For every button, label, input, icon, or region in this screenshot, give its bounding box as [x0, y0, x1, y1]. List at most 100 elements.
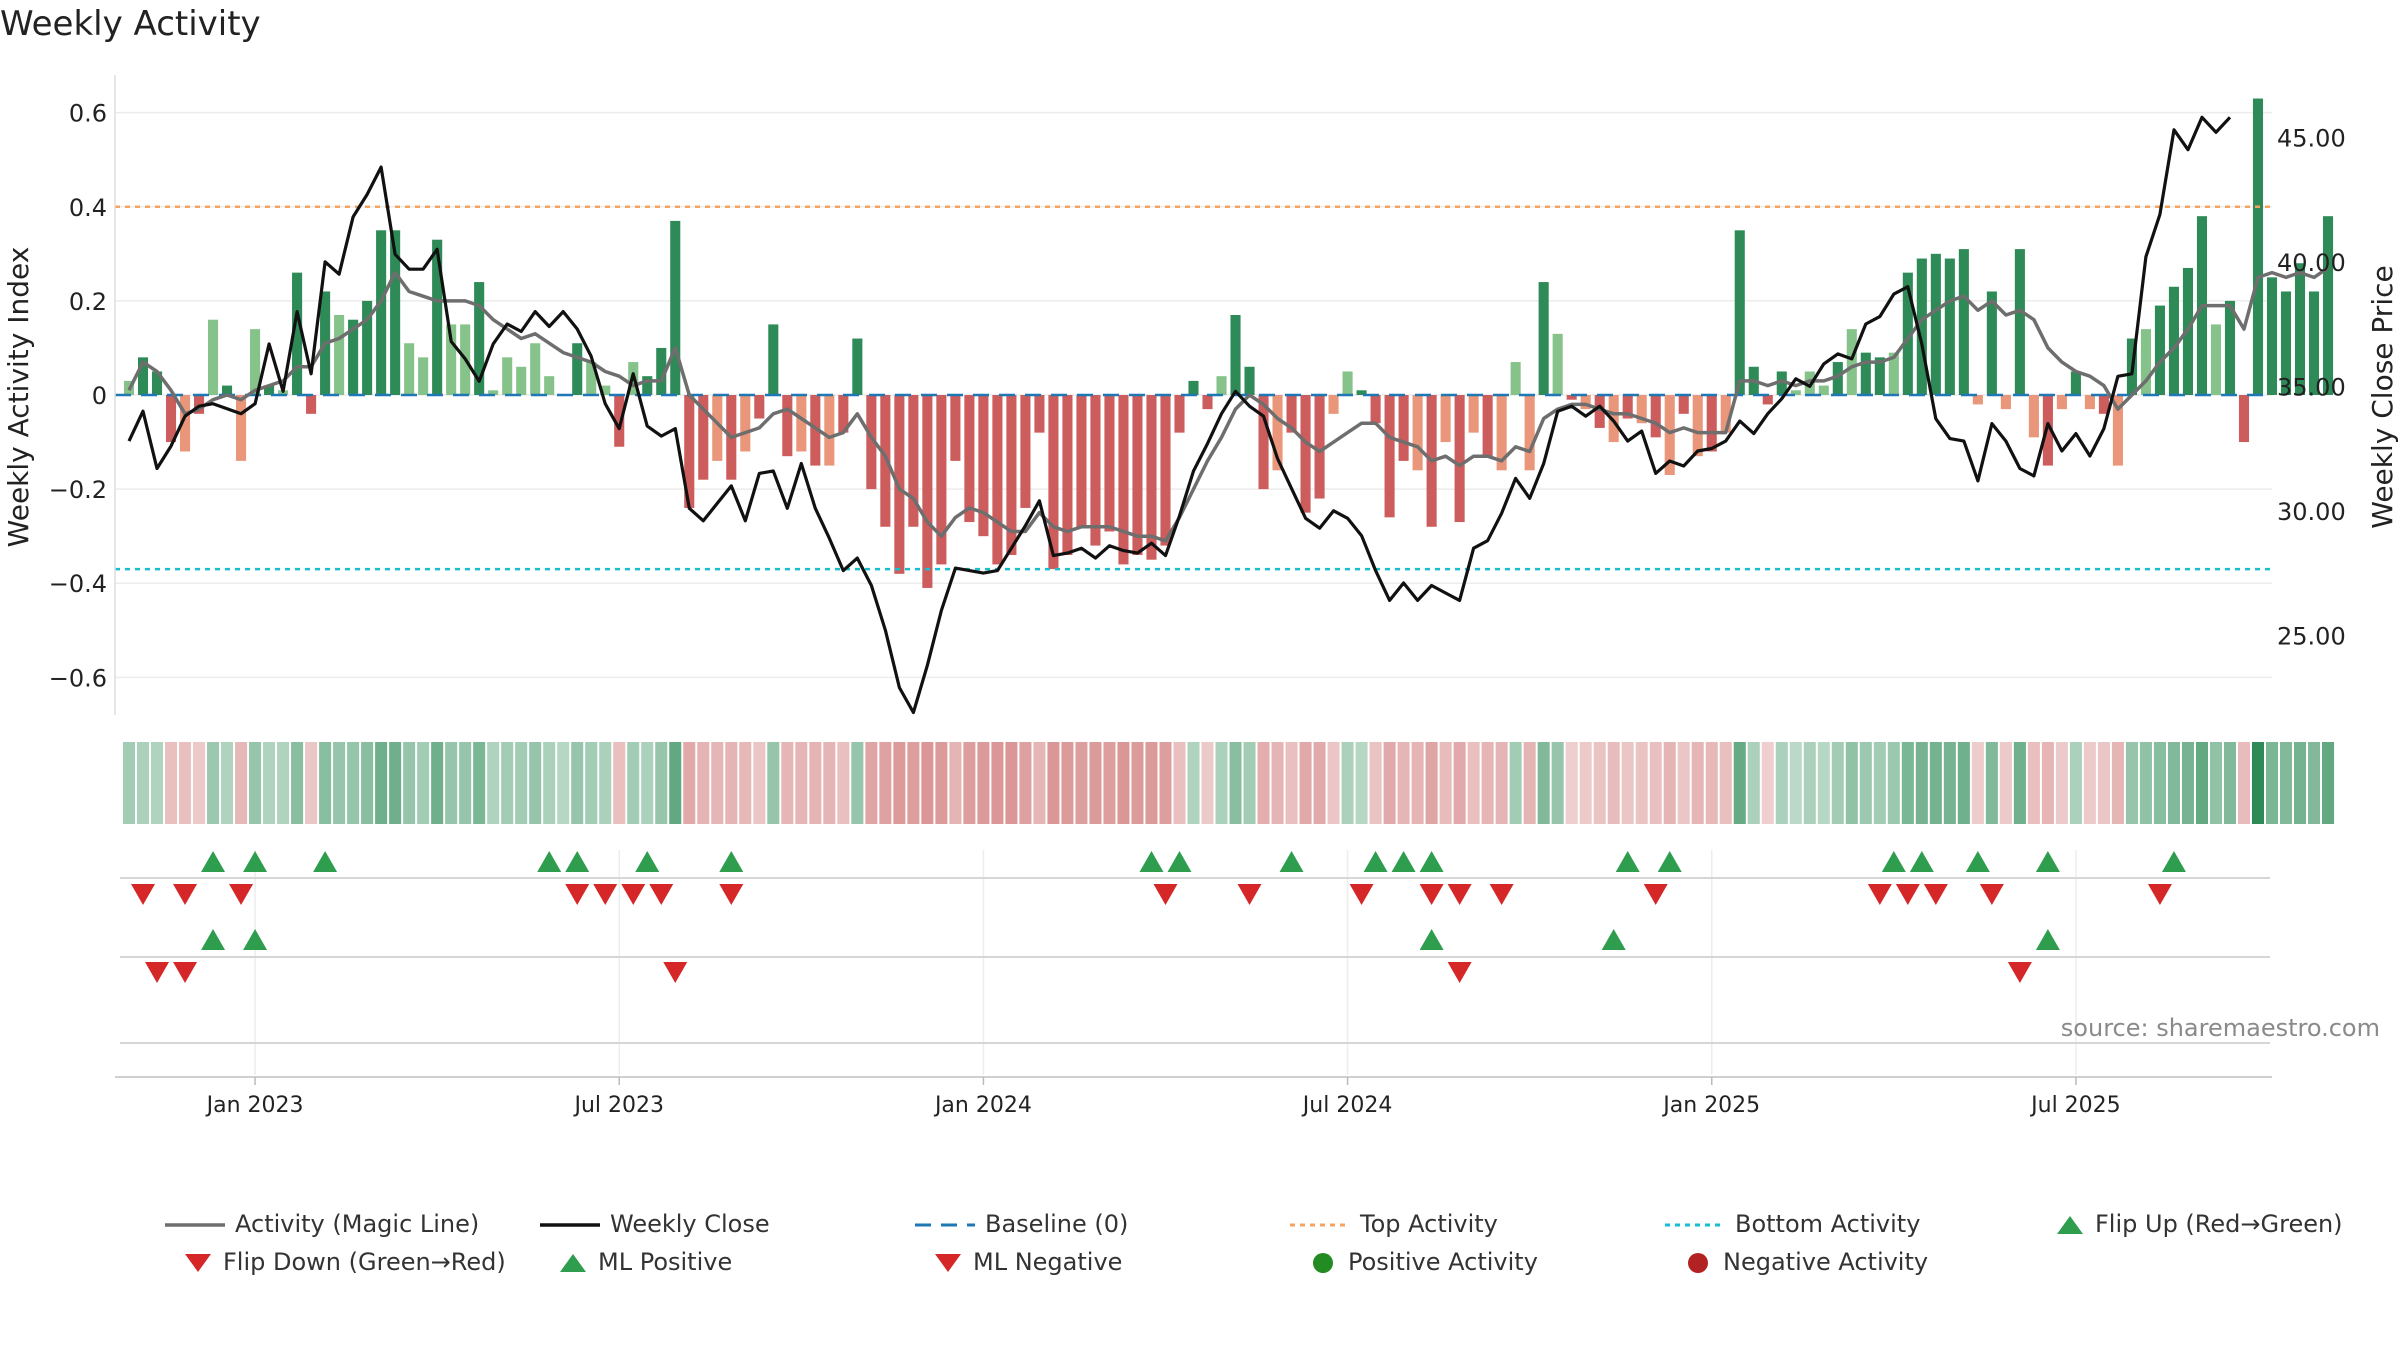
- activity-bar: [586, 362, 597, 395]
- activity-bar: [2224, 300, 2236, 395]
- activity-bar: [614, 395, 625, 447]
- heatmap-cell: [795, 742, 808, 824]
- activity-bar: [810, 395, 821, 466]
- heatmap-cell: [627, 742, 640, 824]
- y2-tick-label: 40.00: [2277, 249, 2346, 277]
- activity-bar: [348, 319, 359, 395]
- legend-label: Flip Down (Green→Red): [223, 1248, 506, 1276]
- activity-bar: [1300, 395, 1311, 513]
- activity-bar: [1020, 395, 1031, 508]
- heatmap-cell: [1075, 742, 1088, 824]
- flip-down-marker: [649, 884, 674, 905]
- activity-bar: [137, 357, 149, 395]
- activity-bar: [376, 230, 387, 395]
- flip-up-marker: [2161, 851, 2186, 872]
- flip-down-marker: [1923, 884, 1948, 905]
- flip-down-marker: [131, 884, 156, 905]
- flip-up-marker: [565, 851, 590, 872]
- heatmap-cell: [1355, 742, 1368, 824]
- heatmap-cell: [1915, 742, 1928, 824]
- legend-item-bottom-activity: Bottom Activity: [1665, 1210, 1920, 1238]
- heatmap-cell: [1481, 742, 1494, 824]
- activity-bar: [992, 395, 1003, 565]
- flip-up-marker: [1615, 851, 1640, 872]
- ml-positive-marker: [1419, 929, 1444, 950]
- heatmap-cell: [1509, 742, 1522, 824]
- legend-item-top-activity: Top Activity: [1290, 1210, 1498, 1238]
- heatmap-cell: [136, 742, 150, 824]
- legend-label: Activity (Magic Line): [235, 1210, 480, 1238]
- heatmap-cell: [1229, 742, 1242, 824]
- heatmap-cell: [1873, 742, 1886, 824]
- heatmap-cell: [319, 742, 332, 824]
- ml-negative-marker: [145, 962, 170, 983]
- heatmap-cell: [1313, 742, 1326, 824]
- activity-bar: [2168, 286, 2179, 395]
- heatmap-cell: [585, 742, 598, 824]
- heatmap-cell: [1957, 742, 1970, 824]
- heatmap-cell: [1173, 742, 1186, 824]
- activity-bar: [1496, 395, 1507, 471]
- activity-bar: [1860, 352, 1871, 395]
- activity-bar: [1524, 395, 1535, 471]
- x-tick-label: Jul 2025: [2029, 1093, 2121, 1118]
- activity-bar: [1692, 395, 1703, 457]
- heatmap-cell: [1159, 742, 1172, 824]
- heatmap-cell: [1019, 742, 1032, 824]
- x-tick-label: Jul 2024: [1301, 1093, 1393, 1118]
- activity-bar: [950, 395, 961, 461]
- activity-bar: [544, 376, 555, 395]
- activity-bar: [1174, 395, 1185, 433]
- activity-bar: [656, 347, 667, 395]
- flip-up-marker: [1139, 851, 1164, 872]
- activity-bar: [222, 385, 233, 395]
- x-tick-label: Jan 2025: [1661, 1093, 1760, 1118]
- y-tick-label: −0.6: [49, 664, 107, 692]
- flip-down-marker: [719, 884, 744, 905]
- activity-bar: [2056, 395, 2067, 410]
- heatmap-cell: [2279, 742, 2293, 824]
- heatmap-cell: [1383, 742, 1396, 824]
- x-axis: Jan 2023 Jul 2023 Jan 2024 Jul 2024 Jan 2025…: [115, 1076, 2272, 1118]
- heatmap-cell: [963, 742, 976, 824]
- activity-bar: [1048, 395, 1059, 570]
- activity-bar: [446, 324, 457, 395]
- legend-item-flip-down: Flip Down (Green→Red): [183, 1248, 506, 1276]
- heatmap-cell: [1859, 742, 1872, 824]
- flip-down-marker: [1895, 884, 1920, 905]
- activity-bar: [334, 315, 345, 395]
- activity-bar: [250, 329, 261, 395]
- flip-up-marker: [2035, 851, 2060, 872]
- heatmap-cell: [1033, 742, 1046, 824]
- magic-line: [127, 266, 2329, 543]
- heatmap-cell: [1523, 742, 1536, 824]
- triangle-up-icon: [560, 1254, 586, 1272]
- legend-label: Weekly Close: [610, 1210, 770, 1238]
- heatmap-cell: [2041, 742, 2054, 824]
- flip-down-marker: [565, 884, 590, 905]
- heatmap-cell: [2251, 742, 2265, 824]
- heatmap-cell: [809, 742, 822, 824]
- heatmap-cell: [2307, 742, 2321, 824]
- heatmap-cell: [1201, 742, 1214, 824]
- heatmap-cell: [1705, 742, 1718, 824]
- activity-bar: [2028, 395, 2039, 438]
- flip-up-marker: [201, 851, 226, 872]
- activity-bar: [1062, 395, 1073, 555]
- y2-tick-label: 30.00: [2277, 498, 2346, 526]
- legend-label: Top Activity: [1360, 1210, 1498, 1238]
- heatmap-cell: [2083, 742, 2096, 824]
- heatmap-cell: [122, 742, 136, 824]
- legend-label: Flip Up (Red→Green): [2095, 1210, 2343, 1238]
- activity-bar: [1874, 357, 1885, 395]
- activity-bar: [193, 395, 205, 414]
- activity-bar: [1090, 395, 1101, 546]
- heatmap-cell: [2055, 742, 2068, 824]
- heatmap-cell: [1999, 742, 2012, 824]
- y-tick-label: 0.4: [69, 194, 107, 222]
- activity-bar: [740, 395, 751, 452]
- axes: −0.6 −0.4 −0.2 0 0.2 0.4 0.6 25.00 30.00 35.00 40.…: [49, 75, 2346, 715]
- y2-tick-label: 45.00: [2277, 124, 2346, 152]
- triangle-up-icon: [2057, 1216, 2083, 1234]
- top-activity-swatch: [1290, 1223, 1350, 1227]
